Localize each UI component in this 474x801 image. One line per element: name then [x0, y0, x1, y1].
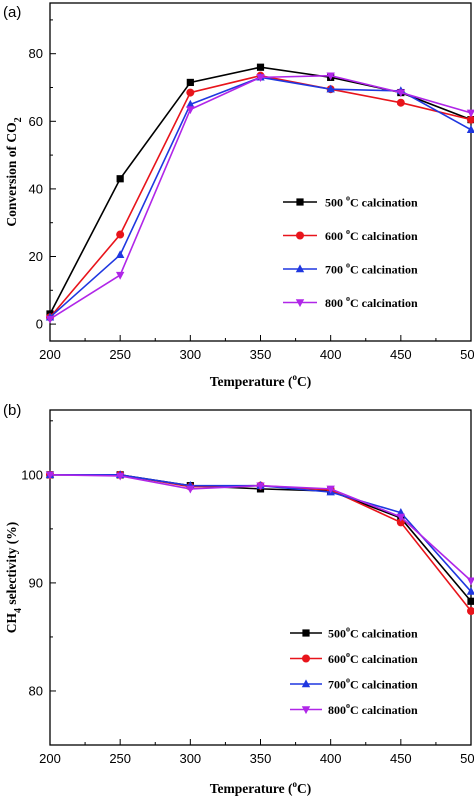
panel-label: (b): [3, 402, 21, 419]
data-point: [467, 597, 474, 605]
legend-label: 600 oC calcination: [325, 227, 418, 243]
series-line: [50, 474, 472, 612]
data-point: [396, 89, 406, 98]
legend-label: 600oC calcination: [328, 650, 418, 666]
plot-frame: [49, 2, 472, 342]
data-point: [45, 315, 55, 324]
legend-label: 800 oC calcination: [325, 294, 418, 310]
series-0: [46, 471, 474, 605]
x-tick-label: 500: [460, 347, 474, 362]
legend-label: 500oC calcination: [328, 625, 418, 641]
data-point: [466, 125, 474, 133]
series-line: [50, 474, 472, 602]
data-point: [396, 518, 405, 527]
y-tick-label: 40: [29, 181, 43, 196]
plot-frame: [49, 409, 472, 746]
legend-marker: [296, 198, 304, 206]
data-point: [396, 98, 405, 107]
data-point: [186, 88, 195, 97]
legend-marker: [302, 629, 310, 637]
data-point: [396, 513, 406, 522]
data-point: [466, 586, 474, 595]
y-axis-title: CH4 selectivity (%): [4, 522, 24, 633]
legend-marker: [302, 654, 310, 663]
data-point: [186, 485, 195, 494]
data-point: [256, 74, 265, 82]
x-tick-label: 200: [39, 751, 61, 766]
series-3: [45, 72, 474, 324]
data-point: [186, 78, 194, 87]
legend-marker: [295, 264, 305, 273]
data-point: [326, 485, 335, 494]
legend-label: 700oC calcination: [328, 676, 418, 692]
data-point: [45, 471, 55, 480]
legend-marker: [301, 679, 311, 688]
chart-panel-b: (b) 200 250 300 350 400 450 500 80 90 100 Temperatu…: [3, 402, 474, 796]
data-point: [466, 109, 474, 118]
x-axis-title: Temperature (oC): [210, 779, 312, 796]
y-tick-label: 90: [29, 575, 43, 590]
x-tick-label: 250: [109, 347, 131, 362]
chart-panel-a: (a) 200 250 300 350 400 450 500 0 20 40 60 80 Tempera…: [3, 2, 474, 389]
data-point: [186, 106, 195, 115]
data-point: [467, 115, 474, 124]
x-axis-title: Temperature (oC): [210, 372, 312, 389]
data-point: [467, 607, 474, 615]
series-3: [45, 471, 474, 586]
x-tick-label: 300: [179, 347, 201, 362]
y-tick-label: 80: [29, 46, 43, 61]
legend: 500oC calcination 600oC calcination 700oC …: [290, 625, 418, 717]
x-tick-label: 450: [390, 347, 412, 362]
legend-marker: [295, 299, 305, 308]
data-point: [115, 472, 125, 481]
y-axis-title: Conversion of CO2: [4, 117, 24, 226]
y-tick-label: 100: [21, 467, 43, 482]
y-tick-label: 20: [29, 249, 43, 264]
x-tick-label: 250: [109, 751, 131, 766]
data-point: [326, 72, 335, 81]
legend-marker: [301, 706, 311, 715]
x-tick-label: 500: [460, 751, 474, 766]
y-tick-label: 80: [29, 683, 43, 698]
data-point: [115, 271, 125, 280]
data-point: [186, 99, 195, 108]
legend-marker: [296, 231, 304, 240]
x-tick-label: 400: [320, 751, 342, 766]
x-tick-label: 350: [250, 751, 272, 766]
x-tick-label: 400: [320, 347, 342, 362]
legend-label: 800oC calcination: [328, 701, 418, 717]
data-point: [116, 175, 124, 183]
y-tick-label: 0: [36, 317, 43, 332]
x-tick-label: 450: [390, 751, 412, 766]
data-point: [116, 230, 125, 239]
data-point: [115, 250, 125, 259]
legend-label: 500 oC calcination: [325, 194, 418, 210]
legend-label: 700 oC calcination: [325, 261, 418, 277]
panel-label: (a): [3, 4, 21, 21]
data-point: [326, 84, 335, 93]
data-point: [256, 63, 265, 71]
data-point: [256, 482, 265, 491]
x-tick-label: 350: [250, 347, 272, 362]
x-tick-label: 300: [179, 751, 201, 766]
y-tick-label: 60: [29, 114, 43, 129]
legend: 500 oC calcination 600 oC calcination 700 …: [283, 194, 418, 310]
data-point: [466, 577, 474, 586]
series-0: [46, 63, 474, 318]
x-tick-label: 200: [39, 347, 61, 362]
